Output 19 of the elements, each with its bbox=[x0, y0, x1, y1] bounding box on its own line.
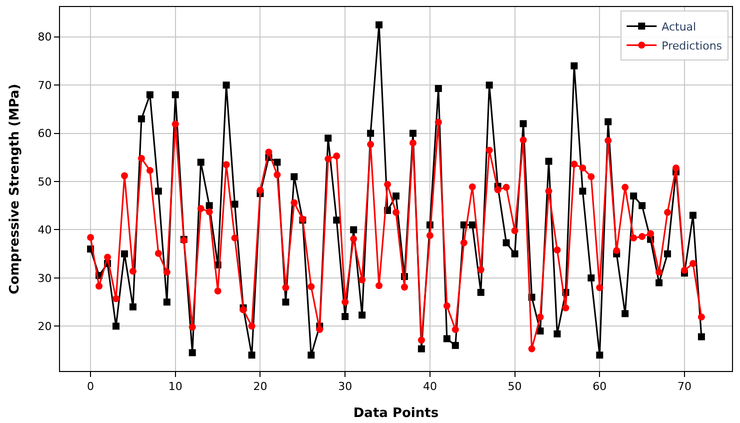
x-tick-label: 70 bbox=[677, 380, 692, 394]
x-axis-title: Data Points bbox=[353, 406, 439, 421]
x-tick-label: 30 bbox=[338, 380, 352, 394]
legend-label: Predictions bbox=[662, 39, 722, 52]
legend-label: Actual bbox=[662, 20, 696, 34]
x-tick-label: 20 bbox=[253, 380, 268, 394]
x-tick-label: 60 bbox=[592, 380, 607, 394]
y-tick-label: 50 bbox=[38, 175, 52, 188]
y-tick-label: 40 bbox=[38, 224, 52, 237]
x-tick-label: 10 bbox=[168, 380, 182, 394]
y-tick-label: 20 bbox=[38, 320, 52, 334]
x-tick-label: 40 bbox=[422, 380, 437, 394]
y-tick-label: 30 bbox=[38, 272, 52, 285]
y-tick-label: 60 bbox=[38, 127, 52, 140]
x-tick-label: 0 bbox=[87, 380, 94, 394]
y-tick-label: 70 bbox=[38, 78, 52, 92]
y-axis-title: Compressive Strength (MPa) bbox=[8, 84, 23, 294]
y-tick-label: 80 bbox=[38, 30, 52, 44]
x-tick-label: 50 bbox=[508, 380, 522, 394]
